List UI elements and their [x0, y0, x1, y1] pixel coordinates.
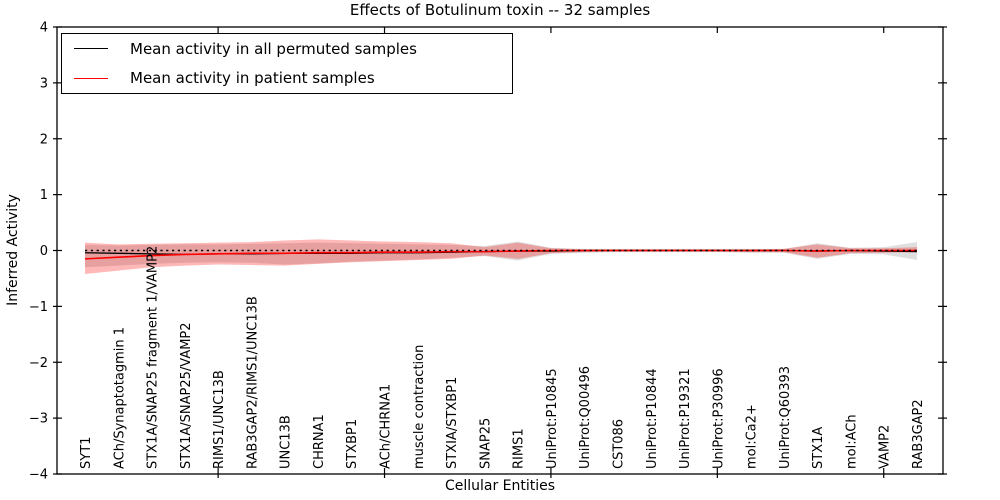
x-category-label: muscle contraction [412, 345, 427, 469]
y-tick-label: −1 [29, 300, 48, 315]
patient-line-swatch-icon [74, 77, 108, 79]
x-category-label: UniProt:P10844 [645, 368, 660, 469]
y-tick-label: 3 [40, 76, 48, 91]
x-category-label: SYT1 [79, 437, 94, 469]
y-tick-label: −4 [29, 468, 48, 483]
x-category-label: UniProt:Q00496 [578, 366, 593, 469]
x-category-label: UniProt:P19321 [678, 368, 693, 469]
permuted-line-swatch-icon [74, 48, 108, 50]
x-category-label: STXIA/STXBP1 [445, 377, 460, 469]
y-tick-label: 2 [40, 132, 48, 147]
x-category-label: RAB3GAP2/RIMS1/UNC13B [245, 296, 260, 469]
legend-item-permuted: Mean activity in all permuted samples [62, 35, 512, 63]
legend-label-permuted: Mean activity in all permuted samples [130, 39, 417, 58]
x-category-label: RIMS1/UNC13B [212, 370, 227, 469]
x-category-label: RIMS1 [512, 428, 527, 469]
x-category-label: STX1A/SNAP25 fragment 1/VAMP2 [146, 246, 161, 469]
y-tick-label: 4 [40, 21, 48, 36]
legend-item-patient: Mean activity in patient samples [62, 64, 512, 92]
x-axis-label: Cellular Entities [444, 478, 556, 494]
y-tick-label: −3 [29, 412, 48, 427]
y-tick-label: 0 [40, 244, 48, 259]
x-category-label: RAB3GAP2 [911, 399, 926, 469]
legend: Mean activity in all permuted samples Me… [61, 33, 513, 94]
legend-label-patient: Mean activity in patient samples [130, 69, 375, 88]
patient-mean-line [84, 249, 917, 260]
x-category-label: SNAP25 [478, 418, 493, 469]
y-tick-label: 1 [40, 188, 48, 203]
x-category-label: UniProt:Q60393 [778, 366, 793, 469]
x-category-label: ACh/Synaptotagmin 1 [112, 327, 127, 469]
patient-samples-std-band [85, 239, 917, 274]
y-tick-label: −2 [29, 356, 48, 371]
x-category-label: STXBP1 [345, 419, 360, 469]
x-category-label: UNC13B [279, 415, 294, 469]
x-category-label: UniProt:P10845 [545, 368, 560, 469]
chart-title: Effects of Botulinum toxin -- 32 samples [349, 1, 651, 19]
permuted-samples-std-band [85, 241, 917, 268]
x-category-label: VAMP2 [878, 425, 893, 469]
x-category-label: STX1A [811, 427, 826, 469]
x-category-label: mol:ACh [844, 414, 859, 469]
x-category-label: ACh/CHRNA1 [379, 384, 394, 469]
x-category-label: mol:Ca2+ [745, 404, 760, 469]
y-axis-label: Inferred Activity [5, 194, 21, 306]
x-category-label: STX1A/SNAP25/VAMP2 [179, 322, 194, 469]
x-category-label: CHRNA1 [312, 414, 327, 469]
x-category-label: UniProt:P30996 [711, 368, 726, 469]
x-category-label: CST086 [611, 419, 626, 469]
